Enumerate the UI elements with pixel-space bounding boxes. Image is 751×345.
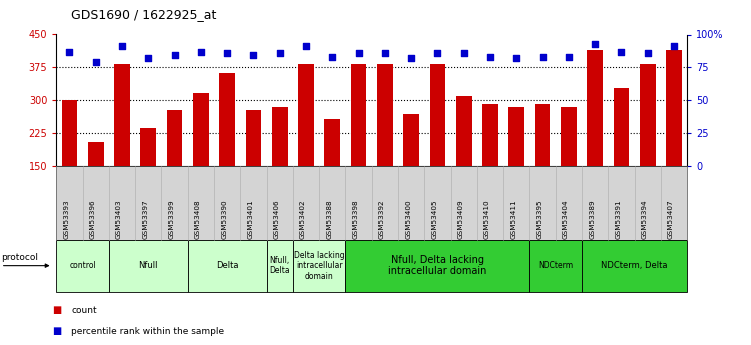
Text: protocol: protocol (1, 253, 38, 262)
Text: GSM53393: GSM53393 (64, 199, 70, 239)
Bar (140, 128, 156, 231)
Text: Nfull: Nfull (139, 261, 158, 270)
Text: Delta: Delta (216, 261, 238, 270)
Text: count: count (71, 306, 97, 315)
Point (353, 50, 365, 56)
Bar (561, 107, 577, 231)
Text: Delta lacking
intracellular
domain: Delta lacking intracellular domain (294, 251, 345, 280)
Text: GDS1690 / 1622925_at: GDS1690 / 1622925_at (71, 8, 217, 21)
Text: GSM53391: GSM53391 (616, 199, 622, 239)
Bar (403, 114, 419, 231)
Point (484, 54, 496, 60)
Point (536, 54, 548, 60)
Point (90, 59, 102, 65)
Text: GSM53409: GSM53409 (458, 199, 464, 239)
Bar (272, 108, 288, 231)
Text: GSM53389: GSM53389 (590, 199, 596, 239)
Text: GSM53400: GSM53400 (406, 199, 412, 239)
Point (379, 50, 391, 56)
Text: GSM53399: GSM53399 (169, 199, 175, 239)
Text: Nfull,
Delta: Nfull, Delta (270, 256, 290, 275)
Text: GSM53394: GSM53394 (642, 199, 648, 239)
Bar (193, 93, 209, 231)
Bar (535, 105, 550, 231)
Point (590, 41, 602, 47)
Point (116, 43, 128, 49)
Text: GSM53388: GSM53388 (327, 199, 333, 239)
Bar (298, 64, 314, 231)
Point (64, 49, 75, 54)
Text: ■: ■ (53, 306, 62, 315)
Text: Nfull, Delta lacking
intracellular domain: Nfull, Delta lacking intracellular domai… (388, 255, 487, 276)
Bar (614, 88, 629, 231)
Point (326, 54, 338, 60)
Text: GSM53408: GSM53408 (195, 199, 201, 239)
Text: GSM53392: GSM53392 (379, 199, 385, 239)
Point (668, 43, 680, 49)
Bar (377, 64, 393, 231)
Point (143, 55, 155, 61)
Bar (219, 72, 235, 231)
Text: NDCterm: NDCterm (538, 261, 573, 270)
Text: GSM53396: GSM53396 (90, 199, 96, 239)
Point (641, 50, 653, 56)
Text: GSM53402: GSM53402 (300, 199, 306, 239)
Point (274, 50, 286, 56)
Point (511, 55, 523, 61)
Text: GSM53405: GSM53405 (432, 199, 438, 239)
Text: GSM53401: GSM53401 (248, 199, 254, 239)
Point (431, 50, 443, 56)
Bar (430, 64, 445, 231)
Text: control: control (69, 261, 96, 270)
Text: GSM53410: GSM53410 (484, 199, 490, 239)
Text: GSM53404: GSM53404 (563, 199, 569, 239)
Bar (62, 100, 77, 231)
Point (616, 49, 628, 54)
Point (169, 53, 181, 58)
Point (195, 49, 207, 54)
Bar (587, 50, 603, 231)
Bar (640, 64, 656, 231)
Bar (324, 119, 340, 231)
Bar (88, 141, 104, 231)
Text: NDCterm, Delta: NDCterm, Delta (602, 261, 668, 270)
Text: GSM53406: GSM53406 (274, 199, 280, 239)
Text: GSM53390: GSM53390 (222, 199, 227, 239)
Point (406, 55, 418, 61)
Bar (167, 110, 182, 231)
Bar (508, 107, 524, 231)
Bar (114, 64, 130, 231)
Bar (246, 110, 261, 231)
Point (248, 53, 260, 58)
Bar (482, 105, 498, 231)
Point (300, 43, 312, 49)
Text: GSM53407: GSM53407 (668, 199, 674, 239)
Bar (456, 96, 472, 231)
Text: GSM53411: GSM53411 (511, 199, 517, 239)
Point (563, 54, 575, 60)
Text: GSM53397: GSM53397 (143, 199, 149, 239)
Bar (351, 64, 366, 231)
Text: ■: ■ (53, 326, 62, 336)
Text: GSM53403: GSM53403 (116, 199, 122, 239)
Bar (666, 50, 682, 231)
Point (457, 50, 470, 56)
Text: GSM53395: GSM53395 (537, 199, 542, 239)
Point (222, 50, 234, 56)
Text: percentile rank within the sample: percentile rank within the sample (71, 327, 225, 336)
Text: GSM53398: GSM53398 (353, 199, 359, 239)
